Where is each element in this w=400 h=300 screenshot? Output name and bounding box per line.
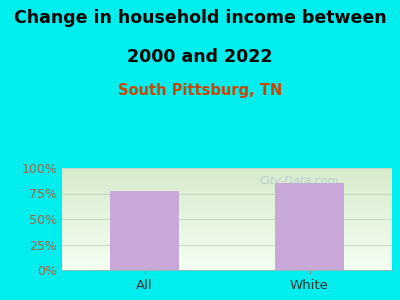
Text: Change in household income between: Change in household income between [14, 9, 386, 27]
Text: South Pittsburg, TN: South Pittsburg, TN [118, 82, 282, 98]
Bar [275, 183, 344, 270]
Text: City-Data.com: City-Data.com [260, 176, 339, 186]
Bar [110, 191, 179, 270]
Text: 2000 and 2022: 2000 and 2022 [127, 48, 273, 66]
